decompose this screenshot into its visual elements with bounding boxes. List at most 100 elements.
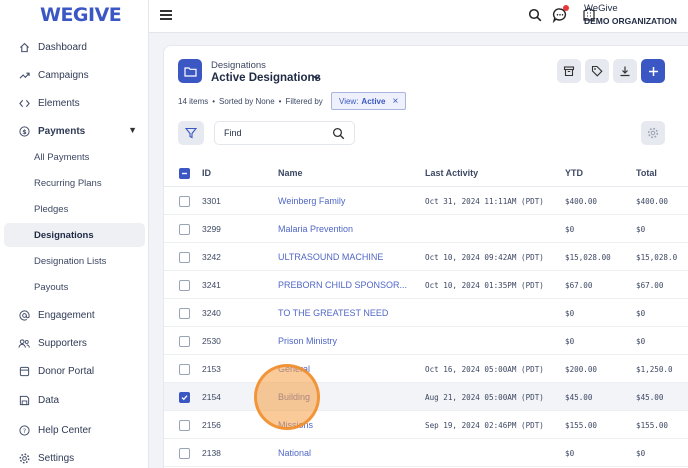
breadcrumb[interactable]: Designations <box>211 60 266 71</box>
svg-text:$: $ <box>22 127 27 135</box>
select-all-checkbox[interactable] <box>179 167 190 179</box>
chevron-down-icon[interactable] <box>312 73 321 82</box>
row-ytd: $45.00 <box>565 392 593 402</box>
row-last-activity: Oct 10, 2024 09:42AM (PDT) <box>425 252 544 262</box>
minus-icon <box>182 172 187 174</box>
sidebar-item-help-center[interactable]: ? Help Center <box>4 418 145 442</box>
table-settings-button[interactable] <box>641 121 665 145</box>
row-id: 2153 <box>202 364 221 374</box>
row-checkbox[interactable] <box>179 195 190 207</box>
sort-status: Sorted by None <box>219 97 275 106</box>
row-checkbox[interactable] <box>179 419 190 431</box>
sidebar-item-campaigns[interactable]: Campaigns <box>4 63 145 87</box>
column-header-total[interactable]: Total <box>636 168 657 178</box>
row-checkbox[interactable] <box>179 223 190 235</box>
table-row[interactable]: 3301 Weinberg Family Oct 31, 2024 11:11A… <box>164 187 688 215</box>
close-icon[interactable]: × <box>392 95 399 107</box>
organization-icon[interactable] <box>582 7 596 21</box>
table-row[interactable]: 2156 Missions Sep 19, 2024 02:46PM (PDT)… <box>164 411 688 439</box>
select-all-cell[interactable] <box>179 159 190 187</box>
table-row[interactable]: 2153 General Oct 16, 2024 05:00AM (PDT) … <box>164 355 688 383</box>
table-row[interactable]: 2530 Prison Ministry $0 $0 <box>164 327 688 355</box>
archive-button[interactable] <box>557 59 581 83</box>
sidebar-item-recurring-plans[interactable]: Recurring Plans <box>4 171 145 195</box>
row-ytd: $0 <box>565 224 575 234</box>
add-designation-button[interactable] <box>641 59 665 83</box>
menu-icon[interactable] <box>160 10 172 20</box>
table-row[interactable]: 3240 TO THE GREATEST NEED $0 $0 <box>164 299 688 327</box>
code-icon <box>18 97 30 109</box>
portal-icon <box>18 365 30 377</box>
table-row-selected[interactable]: 2154 Building Aug 21, 2024 05:00AM (PDT)… <box>164 383 688 411</box>
row-name-link[interactable]: ULTRASOUND MACHINE <box>278 252 384 262</box>
sidebar-item-label: Payouts <box>34 281 69 293</box>
table-row[interactable]: 3242 ULTRASOUND MACHINE Oct 10, 2024 09:… <box>164 243 688 271</box>
notification-dot <box>563 5 569 11</box>
row-checkbox[interactable] <box>179 335 190 347</box>
org-name[interactable]: WeGive <box>584 3 618 14</box>
sidebar-item-payments[interactable]: $ Payments ▼ <box>4 119 145 143</box>
row-name-link[interactable]: Weinberg Family <box>278 196 346 206</box>
search-icon[interactable] <box>332 127 345 140</box>
column-header-ytd[interactable]: YTD <box>565 168 583 178</box>
row-name-link[interactable]: National <box>278 448 312 458</box>
page-title[interactable]: Active Designations <box>211 72 321 84</box>
filter-chip-view[interactable]: View: Active × <box>331 92 407 110</box>
wegive-logo[interactable]: WEGIVE <box>40 4 122 26</box>
row-id: 2530 <box>202 336 221 346</box>
row-name-link[interactable]: Prison Ministry <box>278 336 338 346</box>
sidebar-item-donor-portal[interactable]: Donor Portal <box>4 359 145 383</box>
row-ytd: $155.00 <box>565 420 598 430</box>
chat-icon[interactable] <box>552 7 568 23</box>
row-last-activity <box>425 299 563 327</box>
row-check-cell <box>179 299 190 327</box>
sidebar-item-supporters[interactable]: Supporters <box>4 331 145 355</box>
table-row[interactable]: 3241 PREBORN CHILD SPONSOR... Oct 10, 20… <box>164 271 688 299</box>
sidebar-item-designation-lists[interactable]: Designation Lists <box>4 249 145 273</box>
at-icon <box>18 309 30 321</box>
row-total: $0 <box>636 308 646 318</box>
table-row[interactable]: 2138 National $0 $0 <box>164 439 688 467</box>
sidebar-item-all-payments[interactable]: All Payments <box>4 145 145 169</box>
folder-icon[interactable] <box>178 59 202 83</box>
column-header-name[interactable]: Name <box>278 168 303 178</box>
row-checkbox[interactable] <box>179 251 190 263</box>
sidebar-item-label: Donor Portal <box>38 365 95 377</box>
column-header-last-activity[interactable]: Last Activity <box>425 168 479 178</box>
chip-value: Active <box>361 96 386 106</box>
sidebar-item-label: Help Center <box>38 424 92 436</box>
sidebar: WEGIVE Dashboard Campaigns Elements $ Pa… <box>0 0 149 468</box>
search-input[interactable]: Find <box>214 121 355 145</box>
chevron-down-icon[interactable]: ▼ <box>128 125 137 135</box>
row-id: 2138 <box>202 448 221 458</box>
tag-button[interactable] <box>585 59 609 83</box>
sidebar-item-engagement[interactable]: Engagement <box>4 303 145 327</box>
download-button[interactable] <box>613 59 637 83</box>
sidebar-item-dashboard[interactable]: Dashboard <box>4 35 145 59</box>
row-name-link[interactable]: TO THE GREATEST NEED <box>278 308 389 318</box>
row-name-link[interactable]: PREBORN CHILD SPONSOR... <box>278 280 408 290</box>
row-checkbox[interactable] <box>179 447 190 459</box>
row-ytd: $0 <box>565 448 575 458</box>
sidebar-item-pledges[interactable]: Pledges <box>4 197 145 221</box>
row-checkbox[interactable] <box>179 307 190 319</box>
sidebar-item-data[interactable]: Data <box>4 388 145 412</box>
table-row[interactable]: 3299 Malaria Prevention $0 $0 <box>164 215 688 243</box>
row-checkbox[interactable] <box>179 391 190 403</box>
sidebar-item-payouts[interactable]: Payouts <box>4 275 145 299</box>
row-total: $15,028.0 <box>636 252 678 262</box>
row-last-activity: Aug 21, 2024 05:00AM (PDT) <box>425 392 544 402</box>
sidebar-item-settings[interactable]: Settings <box>4 446 145 468</box>
sidebar-item-elements[interactable]: Elements <box>4 91 145 115</box>
column-header-id[interactable]: ID <box>202 168 211 178</box>
sidebar-item-designations[interactable]: Designations <box>4 223 145 247</box>
row-id: 2154 <box>202 392 221 402</box>
row-checkbox[interactable] <box>179 279 190 291</box>
filter-button[interactable] <box>178 121 204 145</box>
row-checkbox[interactable] <box>179 363 190 375</box>
search-icon[interactable] <box>528 8 542 22</box>
org-subtitle[interactable]: DEMO ORGANIZATION <box>584 16 677 26</box>
row-total: $400.00 <box>636 196 669 206</box>
row-name-link[interactable]: Malaria Prevention <box>278 224 354 234</box>
row-total: $0 <box>636 224 646 234</box>
